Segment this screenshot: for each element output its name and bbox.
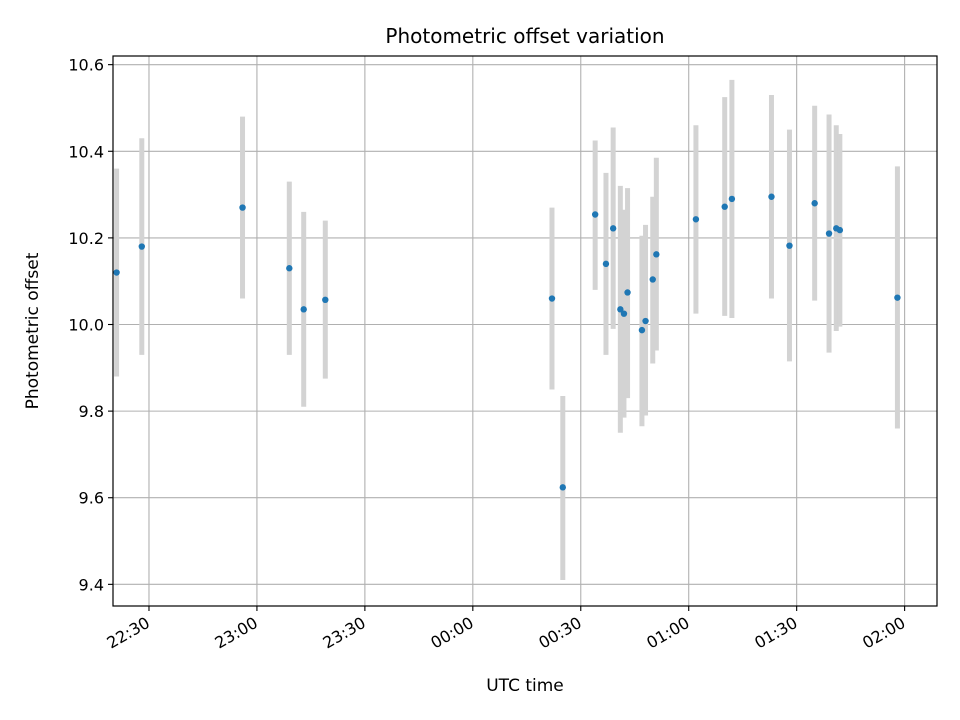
y-axis-title: Photometric offset [23,252,43,409]
data-point [559,484,566,491]
data-point [620,310,628,317]
data-point [811,200,818,207]
chart-title: Photometric offset variation [385,24,664,48]
data-point [617,306,624,313]
data-point [300,306,307,313]
data-point [894,294,901,301]
x-axis-title: UTC time [486,676,564,696]
data-point [322,296,329,304]
data-point [721,203,728,210]
data-point [768,193,775,200]
data-point [609,225,617,232]
data-point [638,326,646,334]
data-point [138,243,145,250]
data-point [113,269,120,276]
y-tick-label: 10.2 [68,229,104,248]
data-point [653,251,660,258]
data-point [642,317,649,325]
y-tick-label: 9.4 [79,575,104,594]
y-tick-label: 10.0 [68,316,104,335]
data-point [786,242,793,249]
data-point [836,226,844,234]
data-point [692,216,700,223]
data-point [649,276,656,283]
data-point [728,195,736,203]
data-point [548,295,556,302]
y-tick-label: 9.8 [79,402,104,421]
data-points [113,193,901,491]
y-axis-ticks: 9.4 9.6 9.8 10.0 10.2 10.4 10.6 [68,56,113,594]
data-point [624,289,631,296]
data-point [591,211,599,218]
data-point [286,265,293,272]
y-tick-label: 9.6 [79,489,104,508]
grid [113,56,937,606]
data-point [602,260,610,268]
data-point [825,230,833,237]
y-tick-label: 10.4 [68,142,104,161]
plot-frame [112,55,938,607]
y-tick-label: 10.6 [68,56,104,75]
data-point [239,204,246,211]
